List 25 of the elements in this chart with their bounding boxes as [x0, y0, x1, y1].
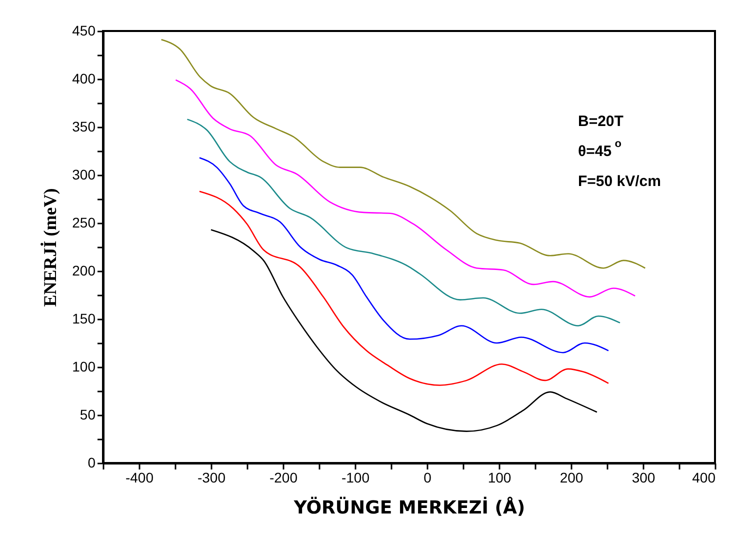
x-tick-label: 300: [632, 470, 656, 486]
x-tick-label: 200: [560, 470, 584, 486]
y-tick-label: 300: [72, 166, 96, 182]
x-tick-label: -100: [341, 470, 370, 486]
annotation: F=50 kV/cm: [578, 173, 661, 190]
y-tick-label: 150: [72, 310, 96, 326]
y-tick-label: 200: [72, 262, 96, 278]
x-tick-label: 400: [692, 470, 716, 486]
x-tick-label: 100: [488, 470, 512, 486]
y-tick-label: 350: [72, 118, 96, 134]
line-series: [198, 190, 610, 386]
x-tick-label: -400: [125, 470, 154, 486]
x-tick-label: -200: [269, 470, 298, 486]
y-axis-title: ENERJİ (meV): [40, 188, 60, 307]
y-tick-label: 50: [80, 406, 96, 422]
x-axis-title: YÖRÜNGE MERKEZİ (Å): [292, 496, 526, 518]
x-tick-label: -300: [197, 470, 226, 486]
y-tick-label: 400: [72, 70, 96, 86]
x-tick-label: 0: [424, 470, 432, 486]
y-tick-label: 250: [72, 214, 96, 230]
y-tick-label: 450: [72, 22, 96, 38]
y-tick-label: 0: [88, 454, 96, 470]
annotation: B=20T: [578, 113, 624, 130]
y-tick-label: 100: [72, 358, 96, 374]
line-series: [210, 229, 598, 432]
